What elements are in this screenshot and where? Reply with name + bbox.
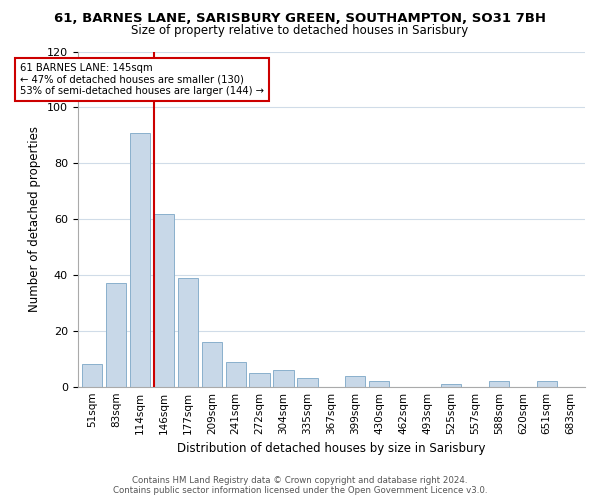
Bar — [226, 362, 246, 386]
Bar — [297, 378, 317, 386]
Bar — [178, 278, 198, 386]
Bar — [202, 342, 222, 386]
Bar — [441, 384, 461, 386]
Bar — [536, 381, 557, 386]
Bar — [82, 364, 103, 386]
Bar — [488, 381, 509, 386]
Text: Size of property relative to detached houses in Sarisbury: Size of property relative to detached ho… — [131, 24, 469, 37]
Bar — [345, 376, 365, 386]
Bar — [130, 132, 150, 386]
Bar — [106, 284, 126, 387]
Text: 61, BARNES LANE, SARISBURY GREEN, SOUTHAMPTON, SO31 7BH: 61, BARNES LANE, SARISBURY GREEN, SOUTHA… — [54, 12, 546, 26]
Text: Contains HM Land Registry data © Crown copyright and database right 2024.
Contai: Contains HM Land Registry data © Crown c… — [113, 476, 487, 495]
Y-axis label: Number of detached properties: Number of detached properties — [28, 126, 41, 312]
Text: 61 BARNES LANE: 145sqm
← 47% of detached houses are smaller (130)
53% of semi-de: 61 BARNES LANE: 145sqm ← 47% of detached… — [20, 62, 265, 96]
X-axis label: Distribution of detached houses by size in Sarisbury: Distribution of detached houses by size … — [177, 442, 485, 455]
Bar — [274, 370, 294, 386]
Bar — [369, 381, 389, 386]
Bar — [154, 214, 174, 386]
Bar — [250, 372, 270, 386]
